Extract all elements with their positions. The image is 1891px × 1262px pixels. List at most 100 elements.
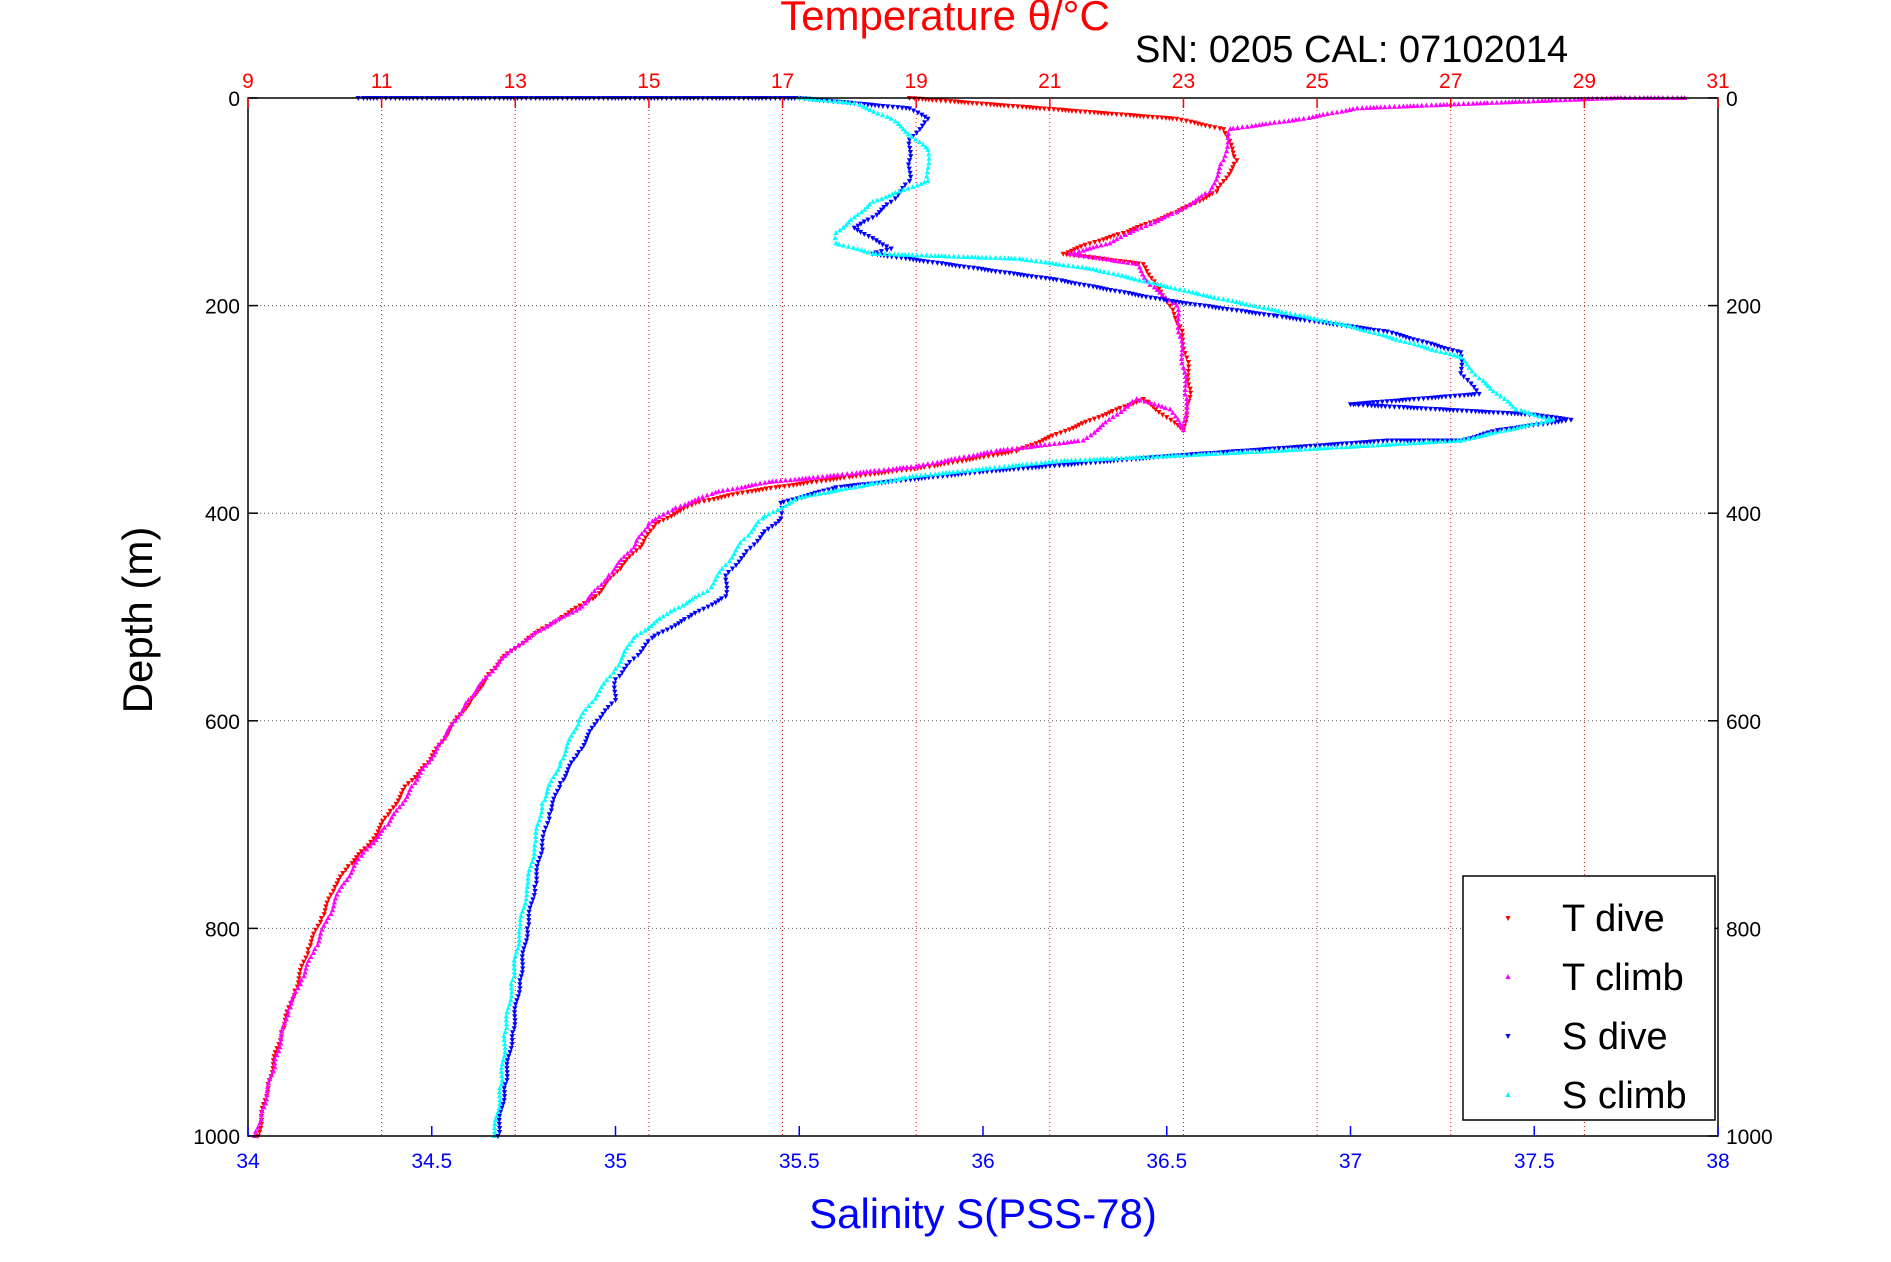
data-point [965, 254, 971, 260]
data-point [855, 246, 861, 252]
data-point [1325, 444, 1331, 450]
data-point [1299, 444, 1305, 450]
data-point [1498, 393, 1504, 399]
legend-marker [1505, 1092, 1511, 1097]
data-point [353, 855, 359, 861]
data-point [1459, 362, 1465, 368]
data-point [781, 484, 788, 490]
data-point [1238, 308, 1244, 314]
data-point [972, 254, 978, 260]
data-point [955, 253, 962, 259]
legend-marker [1505, 916, 1511, 921]
data-point [1430, 438, 1436, 444]
data-point [1083, 246, 1090, 252]
data-point [1129, 275, 1135, 281]
data-point [580, 710, 586, 716]
data-point [548, 778, 554, 784]
x-top-tick-label: 17 [771, 70, 794, 93]
data-point [645, 639, 651, 645]
data-point [1518, 424, 1524, 430]
data-point [1043, 436, 1049, 442]
data-point [1053, 432, 1059, 438]
data-point [390, 805, 396, 811]
data-point [1170, 307, 1176, 313]
data-point [604, 575, 610, 581]
data-layer [252, 95, 1688, 1139]
data-point [1447, 351, 1453, 357]
data-point [1157, 289, 1163, 295]
data-point [831, 98, 837, 104]
data-point [1318, 445, 1324, 451]
data-point [1147, 221, 1154, 227]
data-point [296, 976, 302, 982]
data-point [1185, 377, 1191, 383]
data-point [864, 203, 870, 209]
data-point [892, 189, 899, 195]
data-point [1333, 444, 1340, 450]
data-point [1360, 402, 1366, 408]
data-point [292, 988, 299, 994]
data-point [1107, 234, 1113, 240]
data-point [1177, 333, 1183, 339]
data-point [689, 612, 695, 618]
data-point [773, 478, 779, 484]
data-point [267, 1076, 273, 1082]
data-point [847, 484, 853, 490]
data-point [565, 611, 571, 617]
data-point [513, 1002, 519, 1008]
data-point [1307, 446, 1313, 452]
data-point [509, 989, 515, 995]
data-point [753, 522, 759, 528]
data-point [473, 687, 480, 693]
data-point [1082, 456, 1088, 462]
data-point [1259, 448, 1265, 454]
data-point [673, 505, 679, 511]
data-point [1168, 417, 1174, 423]
data-point [706, 497, 712, 503]
data-point [1428, 102, 1435, 108]
data-point [1213, 176, 1219, 182]
data-point [1179, 300, 1185, 306]
data-point [726, 558, 733, 564]
data-point [1005, 255, 1011, 261]
data-point [1485, 431, 1491, 437]
data-point [846, 99, 853, 105]
data-point [1302, 318, 1308, 324]
data-point [302, 969, 308, 975]
data-point [1391, 103, 1398, 109]
data-point [1363, 105, 1370, 111]
data-point [1216, 165, 1223, 171]
data-point [1178, 117, 1184, 123]
data-point [876, 103, 882, 109]
data-point [700, 590, 706, 596]
data-point [1099, 421, 1106, 427]
data-point [1498, 427, 1504, 433]
data-point [1411, 341, 1418, 347]
data-point [925, 146, 931, 152]
data-point [1383, 441, 1389, 447]
data-point [1472, 371, 1478, 377]
data-point [1051, 107, 1057, 113]
data-point [1183, 378, 1189, 384]
data-point [1058, 430, 1064, 436]
data-point [1538, 419, 1544, 425]
data-point [585, 732, 591, 738]
data-point [1163, 453, 1169, 459]
data-point [1172, 316, 1178, 322]
data-point [1343, 444, 1349, 450]
data-point [496, 1105, 502, 1111]
data-point [1001, 446, 1007, 452]
data-point [1056, 261, 1063, 267]
data-point [395, 798, 401, 804]
data-point [598, 684, 605, 690]
data-point [723, 573, 729, 579]
data-point [600, 711, 606, 717]
data-point [592, 695, 599, 701]
data-point [350, 866, 356, 872]
data-point [1141, 278, 1147, 284]
data-point [1303, 444, 1309, 450]
data-point [590, 596, 596, 602]
data-point [929, 260, 936, 266]
data-point [1567, 96, 1573, 102]
data-point [876, 240, 882, 246]
